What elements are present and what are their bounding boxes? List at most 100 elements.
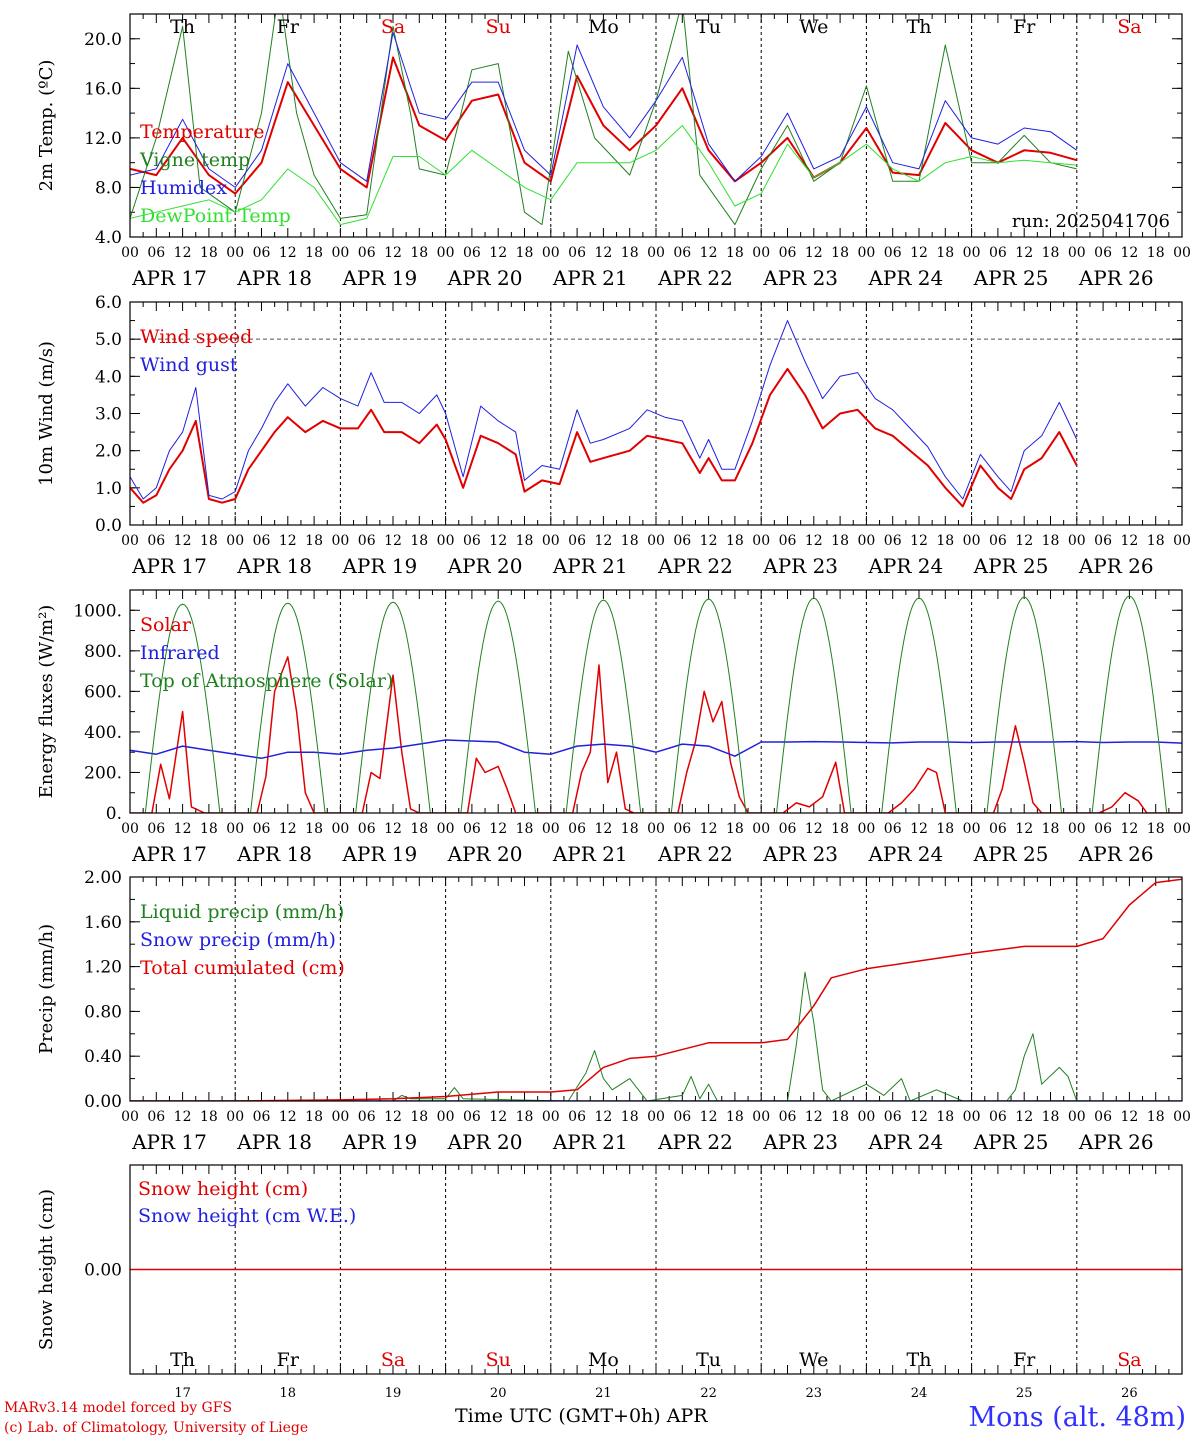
date-label: APR 18 (236, 1130, 312, 1154)
hour-label: 00 (1068, 533, 1086, 549)
hour-label: 00 (857, 821, 875, 837)
hour-label: 06 (779, 533, 797, 549)
hour-label: 06 (1094, 245, 1112, 261)
hour-label: 18 (305, 533, 323, 549)
day-number: 26 (1121, 1386, 1138, 1401)
series-line (130, 56, 1078, 195)
series-line (130, 14, 1077, 226)
y-axis-label: 10m Wind (m/s) (36, 341, 57, 486)
hour-label: 12 (594, 821, 612, 837)
hour-label: 06 (358, 245, 376, 261)
hour-label: 18 (410, 245, 428, 261)
hour-label: 12 (805, 533, 823, 549)
date-label: APR 23 (762, 842, 838, 866)
legend-entry: Vigne temp (139, 149, 250, 171)
date-label: APR 22 (657, 266, 733, 290)
day-name: Fr (277, 1349, 300, 1371)
hour-label: 00 (963, 533, 981, 549)
hour-label: 18 (936, 245, 954, 261)
plot-area (130, 878, 1182, 1101)
hour-label: 12 (1015, 245, 1033, 261)
date-label: APR 19 (341, 266, 417, 290)
y-tick-label: 5.0 (95, 330, 122, 350)
hour-label: 18 (410, 821, 428, 837)
legend-entry: Snow height (cm) (138, 1178, 308, 1200)
hour-label: 12 (1015, 1109, 1033, 1125)
hour-label: 06 (253, 533, 271, 549)
date-label: APR 17 (131, 1130, 207, 1154)
hour-label: 06 (253, 245, 271, 261)
hour-label: 06 (358, 1109, 376, 1125)
hour-label: 00 (752, 533, 770, 549)
hour-label: 00 (121, 821, 139, 837)
hour-label: 06 (253, 821, 271, 837)
hour-label: 12 (489, 245, 507, 261)
hour-label: 00 (1173, 533, 1191, 549)
y-tick-label: 1000. (73, 601, 122, 621)
hour-label: 12 (700, 533, 718, 549)
day-number: 17 (174, 1386, 191, 1401)
hour-label: 18 (1147, 245, 1165, 261)
station-name: Mons (alt. 48m) (968, 1402, 1186, 1433)
panel-2: 0.0 1.0 2.0 3.0 4.0 5.0 6.0 Wind speed Wind gust… (36, 293, 1191, 578)
date-label: APR 24 (867, 554, 943, 578)
hour-label: 18 (1147, 1109, 1165, 1125)
date-label: APR 21 (552, 842, 628, 866)
hour-label: 18 (726, 821, 744, 837)
hour-label: 00 (647, 533, 665, 549)
y-tick-label: 200. (84, 763, 122, 783)
hour-label: 12 (1015, 821, 1033, 837)
hour-label: 18 (410, 1109, 428, 1125)
hour-label: 12 (1120, 821, 1138, 837)
plot-area (130, 320, 1078, 508)
hour-label: 06 (673, 821, 691, 837)
hour-label: 18 (305, 245, 323, 261)
hour-label: 12 (279, 533, 297, 549)
hour-label: 18 (1042, 245, 1060, 261)
hour-label: 18 (200, 245, 218, 261)
y-tick-label: 16.0 (84, 79, 122, 99)
y-tick-label: 0.00 (84, 1261, 122, 1281)
series-line (130, 971, 1078, 1101)
legend-entry: Top of Atmosphere (Solar) (140, 670, 393, 692)
hour-label: 12 (910, 533, 928, 549)
hour-label: 12 (489, 1109, 507, 1125)
hour-label: 00 (1068, 245, 1086, 261)
hour-label: 00 (437, 1109, 455, 1125)
day-number: 19 (385, 1386, 402, 1401)
hour-label: 18 (621, 533, 639, 549)
day-number: 18 (280, 1386, 297, 1401)
hour-label: 00 (226, 821, 244, 837)
y-axis-label: 2m Temp. (ºC) (36, 60, 57, 192)
date-label: APR 26 (1078, 842, 1154, 866)
date-label: APR 26 (1078, 266, 1154, 290)
hour-label: 00 (542, 1109, 560, 1125)
hour-label: 00 (857, 533, 875, 549)
hour-label: 12 (700, 1109, 718, 1125)
hour-label: 18 (1042, 533, 1060, 549)
hour-label: 18 (516, 1109, 534, 1125)
hour-label: 12 (174, 533, 192, 549)
date-label: APR 18 (236, 266, 312, 290)
day-name: Th (170, 1349, 195, 1371)
date-label: APR 25 (973, 554, 1049, 578)
panel-4: 0.00 0.40 0.80 1.20 1.60 2.00 Liquid precip (m… (36, 868, 1191, 1154)
hour-label: 12 (489, 821, 507, 837)
day-number: 21 (595, 1386, 612, 1401)
date-label: APR 18 (236, 842, 312, 866)
hour-label: 12 (384, 533, 402, 549)
plot-frame (129, 876, 1183, 1102)
series-line (130, 878, 1182, 1101)
series-line (143, 603, 223, 813)
y-tick-label: 0.00 (84, 1092, 122, 1112)
hour-label: 06 (884, 821, 902, 837)
hour-label: 12 (384, 245, 402, 261)
hour-label: 00 (752, 245, 770, 261)
day-name: Mo (588, 1349, 619, 1371)
y-tick-label: 400. (84, 723, 122, 743)
hour-label: 00 (857, 1109, 875, 1125)
hour-label: 12 (174, 821, 192, 837)
hour-label: 00 (542, 533, 560, 549)
hour-label: 06 (779, 245, 797, 261)
